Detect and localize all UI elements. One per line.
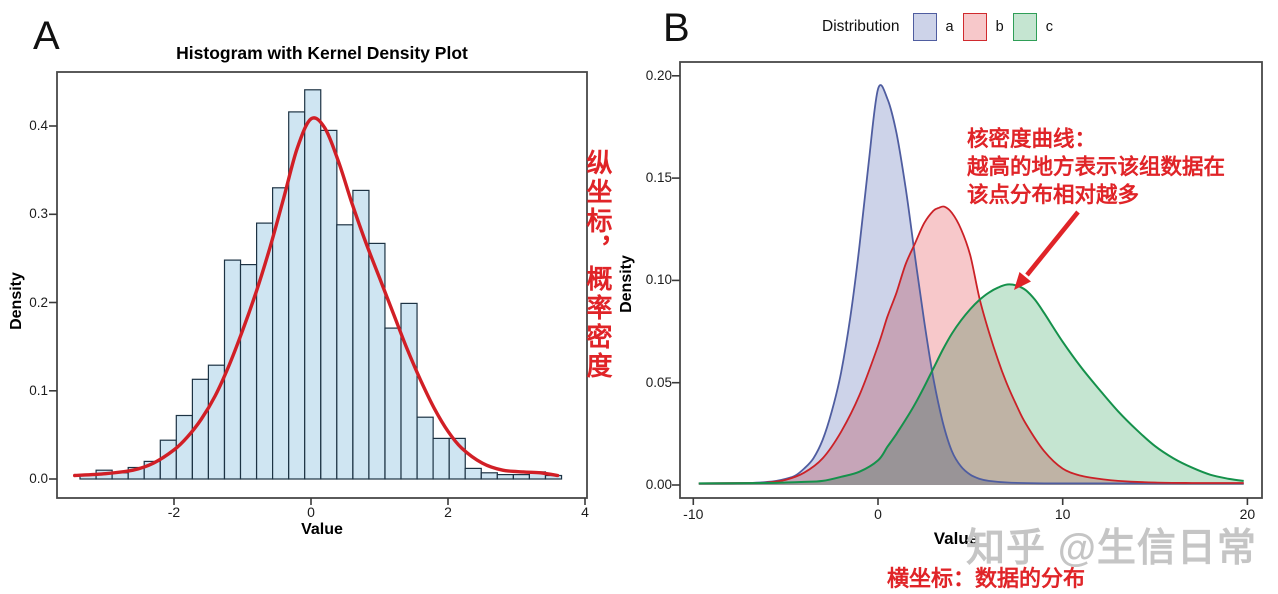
- histogram-bar: [496, 474, 514, 480]
- b-y-tick-label: 0.00: [645, 477, 672, 492]
- b-x-tick-label: 20: [1239, 506, 1256, 522]
- histogram-bar: [464, 467, 482, 480]
- a-x-tick-label: -2: [167, 504, 181, 520]
- panel-a-xaxis-title: Value: [301, 521, 343, 538]
- density-area-c: [698, 284, 1244, 485]
- a-y-tick-label: 0.3: [29, 206, 48, 222]
- panel-b-letter: B: [663, 6, 690, 50]
- density-line-b: [698, 205, 1244, 485]
- legend-swatch-a: [912, 13, 937, 41]
- a-y-tick-label: 0.2: [29, 294, 48, 310]
- legend: Distribution a b c: [822, 13, 1053, 41]
- histogram-bar: [432, 437, 450, 480]
- a-x-tick-label: 2: [444, 504, 452, 520]
- b-x-tick-label: 10: [1054, 506, 1071, 522]
- a-y-tick-label: 0.0: [29, 471, 48, 486]
- panel-a-title: Histogram with Kernel Density Plot: [176, 43, 468, 63]
- histogram-bar: [304, 89, 322, 480]
- histogram-bar: [336, 224, 354, 480]
- b-y-tick-label: 0.05: [645, 374, 672, 390]
- panel-b-xaxis-title: Value: [933, 529, 979, 548]
- histogram-bar: [320, 129, 338, 480]
- watermark: 知乎 @生信日常: [966, 527, 1257, 570]
- annotation-arrow: [1014, 210, 1080, 290]
- a-y-tick-label: 0.1: [29, 382, 48, 398]
- panel-a-letter: A: [33, 14, 60, 58]
- histogram-bar: [512, 474, 531, 480]
- density-line-a: [698, 84, 1244, 485]
- b-x-tick-label: -10: [683, 506, 704, 522]
- histogram-bar: [400, 302, 418, 480]
- a-y-tick-label: 0.4: [29, 118, 48, 133]
- legend-label-c: c: [1045, 19, 1053, 35]
- b-y-tick-label: 0.20: [645, 67, 672, 83]
- histogram-bar: [368, 242, 386, 480]
- legend-title: Distribution: [822, 18, 900, 35]
- b-x-tick-label: 0: [874, 506, 882, 522]
- kde-annotation: 核密度曲线： 越高的地方表示该组数据在 该点分布相对越多: [967, 125, 1225, 209]
- kde-annotation-line1: 核密度曲线：: [967, 127, 1097, 151]
- histogram-bar: [480, 472, 498, 480]
- plot-box: [56, 71, 588, 499]
- b-y-tick-label: 0.10: [645, 272, 672, 288]
- density-line-c: [698, 283, 1244, 485]
- kde-annotation-line2: 越高的地方表示该组数据在: [967, 155, 1226, 179]
- b-y-tick-label: 0.15: [645, 170, 672, 186]
- x-axis-annotation: 横坐标：数据的分布: [887, 566, 1086, 591]
- legend-label-b: b: [995, 19, 1004, 35]
- y-axis-annotation-vertical: 纵坐标，概率密度: [583, 149, 613, 381]
- a-x-tick-label: 4: [581, 504, 589, 520]
- a-x-tick-label: 0: [307, 504, 315, 520]
- legend-swatch-c: [1012, 13, 1037, 41]
- histogram-bar: [416, 416, 434, 480]
- kde-annotation-line3: 该点分布相对越多: [967, 183, 1140, 207]
- legend-swatch-b: [962, 13, 987, 41]
- kde-curve: [73, 116, 560, 478]
- histogram-bar: [384, 327, 402, 480]
- legend-label-a: a: [945, 19, 954, 35]
